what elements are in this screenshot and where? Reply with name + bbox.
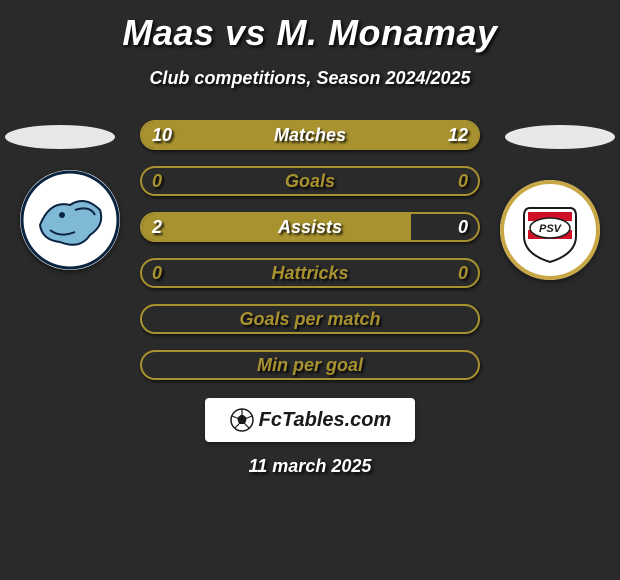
shadow-ellipse-right xyxy=(505,125,615,149)
stats-list: Matches1012Goals00Assists20Hattricks00Go… xyxy=(140,120,480,396)
stat-label: Assists xyxy=(142,214,478,240)
stat-label: Hattricks xyxy=(142,260,478,286)
watermark-text: FcTables.com xyxy=(229,407,392,433)
stat-row: Matches10 12 xyxy=(140,120,480,150)
shadow-ellipse-left xyxy=(5,125,115,149)
watermark-label: FcTables.com xyxy=(259,409,392,432)
stat-row: Goals0 0 xyxy=(140,166,480,196)
stat-value-left: 0 xyxy=(152,168,162,194)
stat-value-right: 0 xyxy=(458,214,468,240)
stat-value-right: 0 xyxy=(458,168,468,194)
stat-row: Min per goal xyxy=(140,350,480,380)
den-bosch-crest-icon xyxy=(20,170,120,270)
stat-label: Min per goal xyxy=(142,352,478,378)
stat-label: Goals per match xyxy=(142,306,478,332)
svg-text:PSV: PSV xyxy=(539,223,563,235)
watermark-badge: FcTables.com xyxy=(205,398,415,442)
stat-value-left: 10 xyxy=(152,122,172,148)
team-badge-right: PSV xyxy=(500,180,600,280)
team-badge-left xyxy=(20,170,120,270)
stat-row: Assists2 0 xyxy=(140,212,480,242)
soccer-ball-icon xyxy=(229,407,255,433)
stat-value-right: 0 xyxy=(458,260,468,286)
stat-value-left: 0 xyxy=(152,260,162,286)
stat-row: Hattricks0 0 xyxy=(140,258,480,288)
stat-label: Matches xyxy=(142,122,478,148)
page-title: Maas vs M. Monamay xyxy=(0,0,620,54)
stat-value-left: 2 xyxy=(152,214,162,240)
stat-label: Goals xyxy=(142,168,478,194)
date-label: 11 march 2025 xyxy=(0,456,620,477)
stat-row: Goals per match xyxy=(140,304,480,334)
subtitle: Club competitions, Season 2024/2025 xyxy=(0,68,620,89)
comparison-arena: PSV Matches1012Goals00Assists20Hattricks… xyxy=(0,120,620,390)
psv-crest-icon: PSV xyxy=(500,180,600,280)
stat-value-right: 12 xyxy=(448,122,468,148)
